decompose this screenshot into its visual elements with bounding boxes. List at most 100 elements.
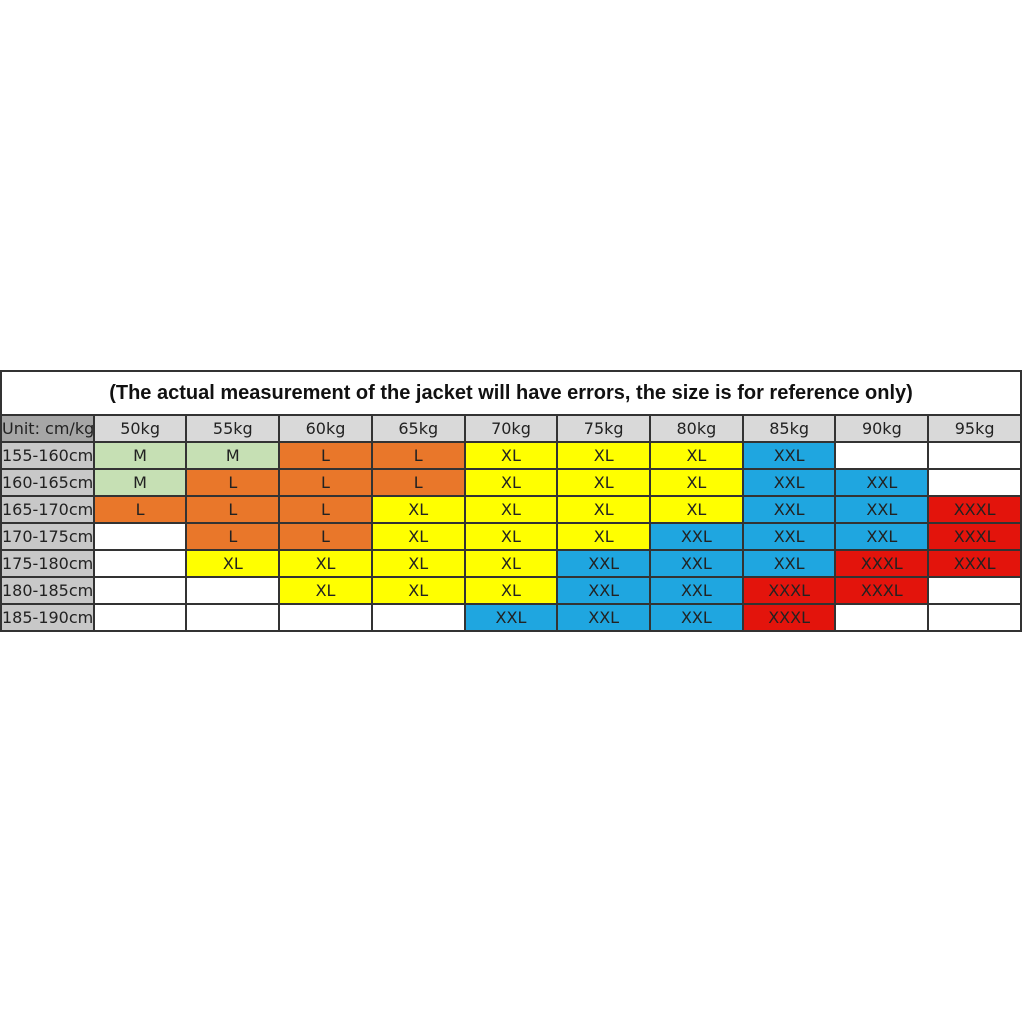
size-cell: M bbox=[92, 441, 188, 470]
size-cell: XXL bbox=[649, 549, 744, 578]
size-cell: XXXL bbox=[741, 576, 837, 605]
height-label: 175-180cm bbox=[0, 549, 95, 578]
size-cell: L bbox=[185, 522, 281, 551]
size-row: 170-175cm L L XL XL XL XXL XXL XXL XXXL bbox=[0, 522, 1022, 551]
size-cell: XL bbox=[463, 576, 559, 605]
size-cell: XXXL bbox=[927, 522, 1022, 551]
size-cell bbox=[834, 441, 930, 470]
weight-header: 85kg bbox=[741, 414, 837, 443]
size-cell: L bbox=[278, 468, 373, 497]
size-cell: XXXL bbox=[927, 549, 1022, 578]
weight-header: 75kg bbox=[556, 414, 652, 443]
size-cell: XXL bbox=[463, 603, 559, 632]
size-row: 160-165cm M L L L XL XL XL XXL XXL bbox=[0, 468, 1022, 497]
size-cell: XL bbox=[370, 576, 466, 605]
size-cell: M bbox=[92, 468, 188, 497]
size-cell: XL bbox=[556, 441, 652, 470]
size-cell bbox=[92, 549, 188, 578]
size-cell: XXL bbox=[834, 495, 930, 524]
size-cell bbox=[927, 603, 1022, 632]
height-label: 165-170cm bbox=[0, 495, 95, 524]
size-cell: XXXL bbox=[927, 495, 1022, 524]
size-cell: XXL bbox=[741, 441, 837, 470]
size-cell: XXL bbox=[834, 522, 930, 551]
size-cell bbox=[185, 603, 281, 632]
size-cell: XL bbox=[463, 522, 559, 551]
size-cell: XXL bbox=[741, 522, 837, 551]
height-label: 170-175cm bbox=[0, 522, 95, 551]
weight-header: 65kg bbox=[370, 414, 466, 443]
size-cell: XL bbox=[649, 468, 744, 497]
size-cell: XXL bbox=[649, 576, 744, 605]
size-cell: L bbox=[370, 441, 466, 470]
unit-label: Unit: cm/kg bbox=[0, 414, 95, 443]
size-cell bbox=[185, 576, 281, 605]
size-cell: XXL bbox=[741, 549, 837, 578]
size-cell: XL bbox=[463, 441, 559, 470]
size-cell: L bbox=[278, 441, 373, 470]
size-cell: XXXL bbox=[741, 603, 837, 632]
weight-header: 60kg bbox=[278, 414, 373, 443]
height-label: 180-185cm bbox=[0, 576, 95, 605]
size-cell: XL bbox=[556, 522, 652, 551]
size-table: (The actual measurement of the jacket wi… bbox=[0, 370, 1022, 632]
size-cell bbox=[927, 576, 1022, 605]
size-cell bbox=[92, 603, 188, 632]
weight-header: 95kg bbox=[927, 414, 1022, 443]
size-row: 185-190cm XXL XXL XXL XXXL bbox=[0, 603, 1022, 632]
size-cell: XXXL bbox=[834, 549, 930, 578]
size-cell bbox=[370, 603, 466, 632]
size-cell: L bbox=[278, 522, 373, 551]
size-cell: XL bbox=[370, 549, 466, 578]
weight-header: 50kg bbox=[92, 414, 188, 443]
size-cell: XXL bbox=[649, 603, 744, 632]
size-row: 180-185cm XL XL XL XXL XXL XXXL XXXL bbox=[0, 576, 1022, 605]
size-row: 165-170cm L L L XL XL XL XL XXL XXL XXXL bbox=[0, 495, 1022, 524]
size-cell: XL bbox=[463, 549, 559, 578]
size-cell: XXL bbox=[741, 495, 837, 524]
size-cell bbox=[92, 576, 188, 605]
size-cell: XL bbox=[463, 468, 559, 497]
size-cell: XL bbox=[556, 468, 652, 497]
size-row: 155-160cm M M L L XL XL XL XXL bbox=[0, 441, 1022, 470]
height-label: 155-160cm bbox=[0, 441, 95, 470]
size-cell bbox=[92, 522, 188, 551]
size-cell: XL bbox=[649, 495, 744, 524]
size-cell: L bbox=[278, 495, 373, 524]
size-cell bbox=[834, 603, 930, 632]
size-cell bbox=[927, 441, 1022, 470]
size-cell: L bbox=[185, 495, 281, 524]
height-label: 160-165cm bbox=[0, 468, 95, 497]
header-row: Unit: cm/kg 50kg 55kg 60kg 65kg 70kg 75kg 80kg 8… bbox=[0, 414, 1022, 443]
table-body: (The actual measurement of the jacket wi… bbox=[0, 370, 1022, 632]
weight-header: 90kg bbox=[834, 414, 930, 443]
title-row: (The actual measurement of the jacket wi… bbox=[0, 370, 1022, 416]
size-chart: (The actual measurement of the jacket wi… bbox=[0, 370, 1022, 632]
size-cell: XXL bbox=[556, 576, 652, 605]
size-cell: L bbox=[370, 468, 466, 497]
size-cell: L bbox=[92, 495, 188, 524]
title: (The actual measurement of the jacket wi… bbox=[0, 370, 1022, 416]
size-cell: XXL bbox=[741, 468, 837, 497]
size-cell bbox=[278, 603, 373, 632]
size-cell: XL bbox=[463, 495, 559, 524]
size-cell: XXL bbox=[556, 603, 652, 632]
size-cell: XL bbox=[556, 495, 652, 524]
size-cell: XL bbox=[185, 549, 281, 578]
weight-header: 55kg bbox=[185, 414, 281, 443]
size-cell: XXXL bbox=[834, 576, 930, 605]
weight-header: 70kg bbox=[463, 414, 559, 443]
size-cell: XL bbox=[278, 576, 373, 605]
size-cell: L bbox=[185, 468, 281, 497]
size-cell: XXL bbox=[556, 549, 652, 578]
size-cell: XXL bbox=[649, 522, 744, 551]
size-cell: XL bbox=[278, 549, 373, 578]
size-cell: XXL bbox=[834, 468, 930, 497]
height-label: 185-190cm bbox=[0, 603, 95, 632]
size-cell bbox=[927, 468, 1022, 497]
size-cell: XL bbox=[370, 495, 466, 524]
size-cell: M bbox=[185, 441, 281, 470]
size-row: 175-180cm XL XL XL XL XXL XXL XXL XXXL XXXL bbox=[0, 549, 1022, 578]
size-cell: XL bbox=[370, 522, 466, 551]
